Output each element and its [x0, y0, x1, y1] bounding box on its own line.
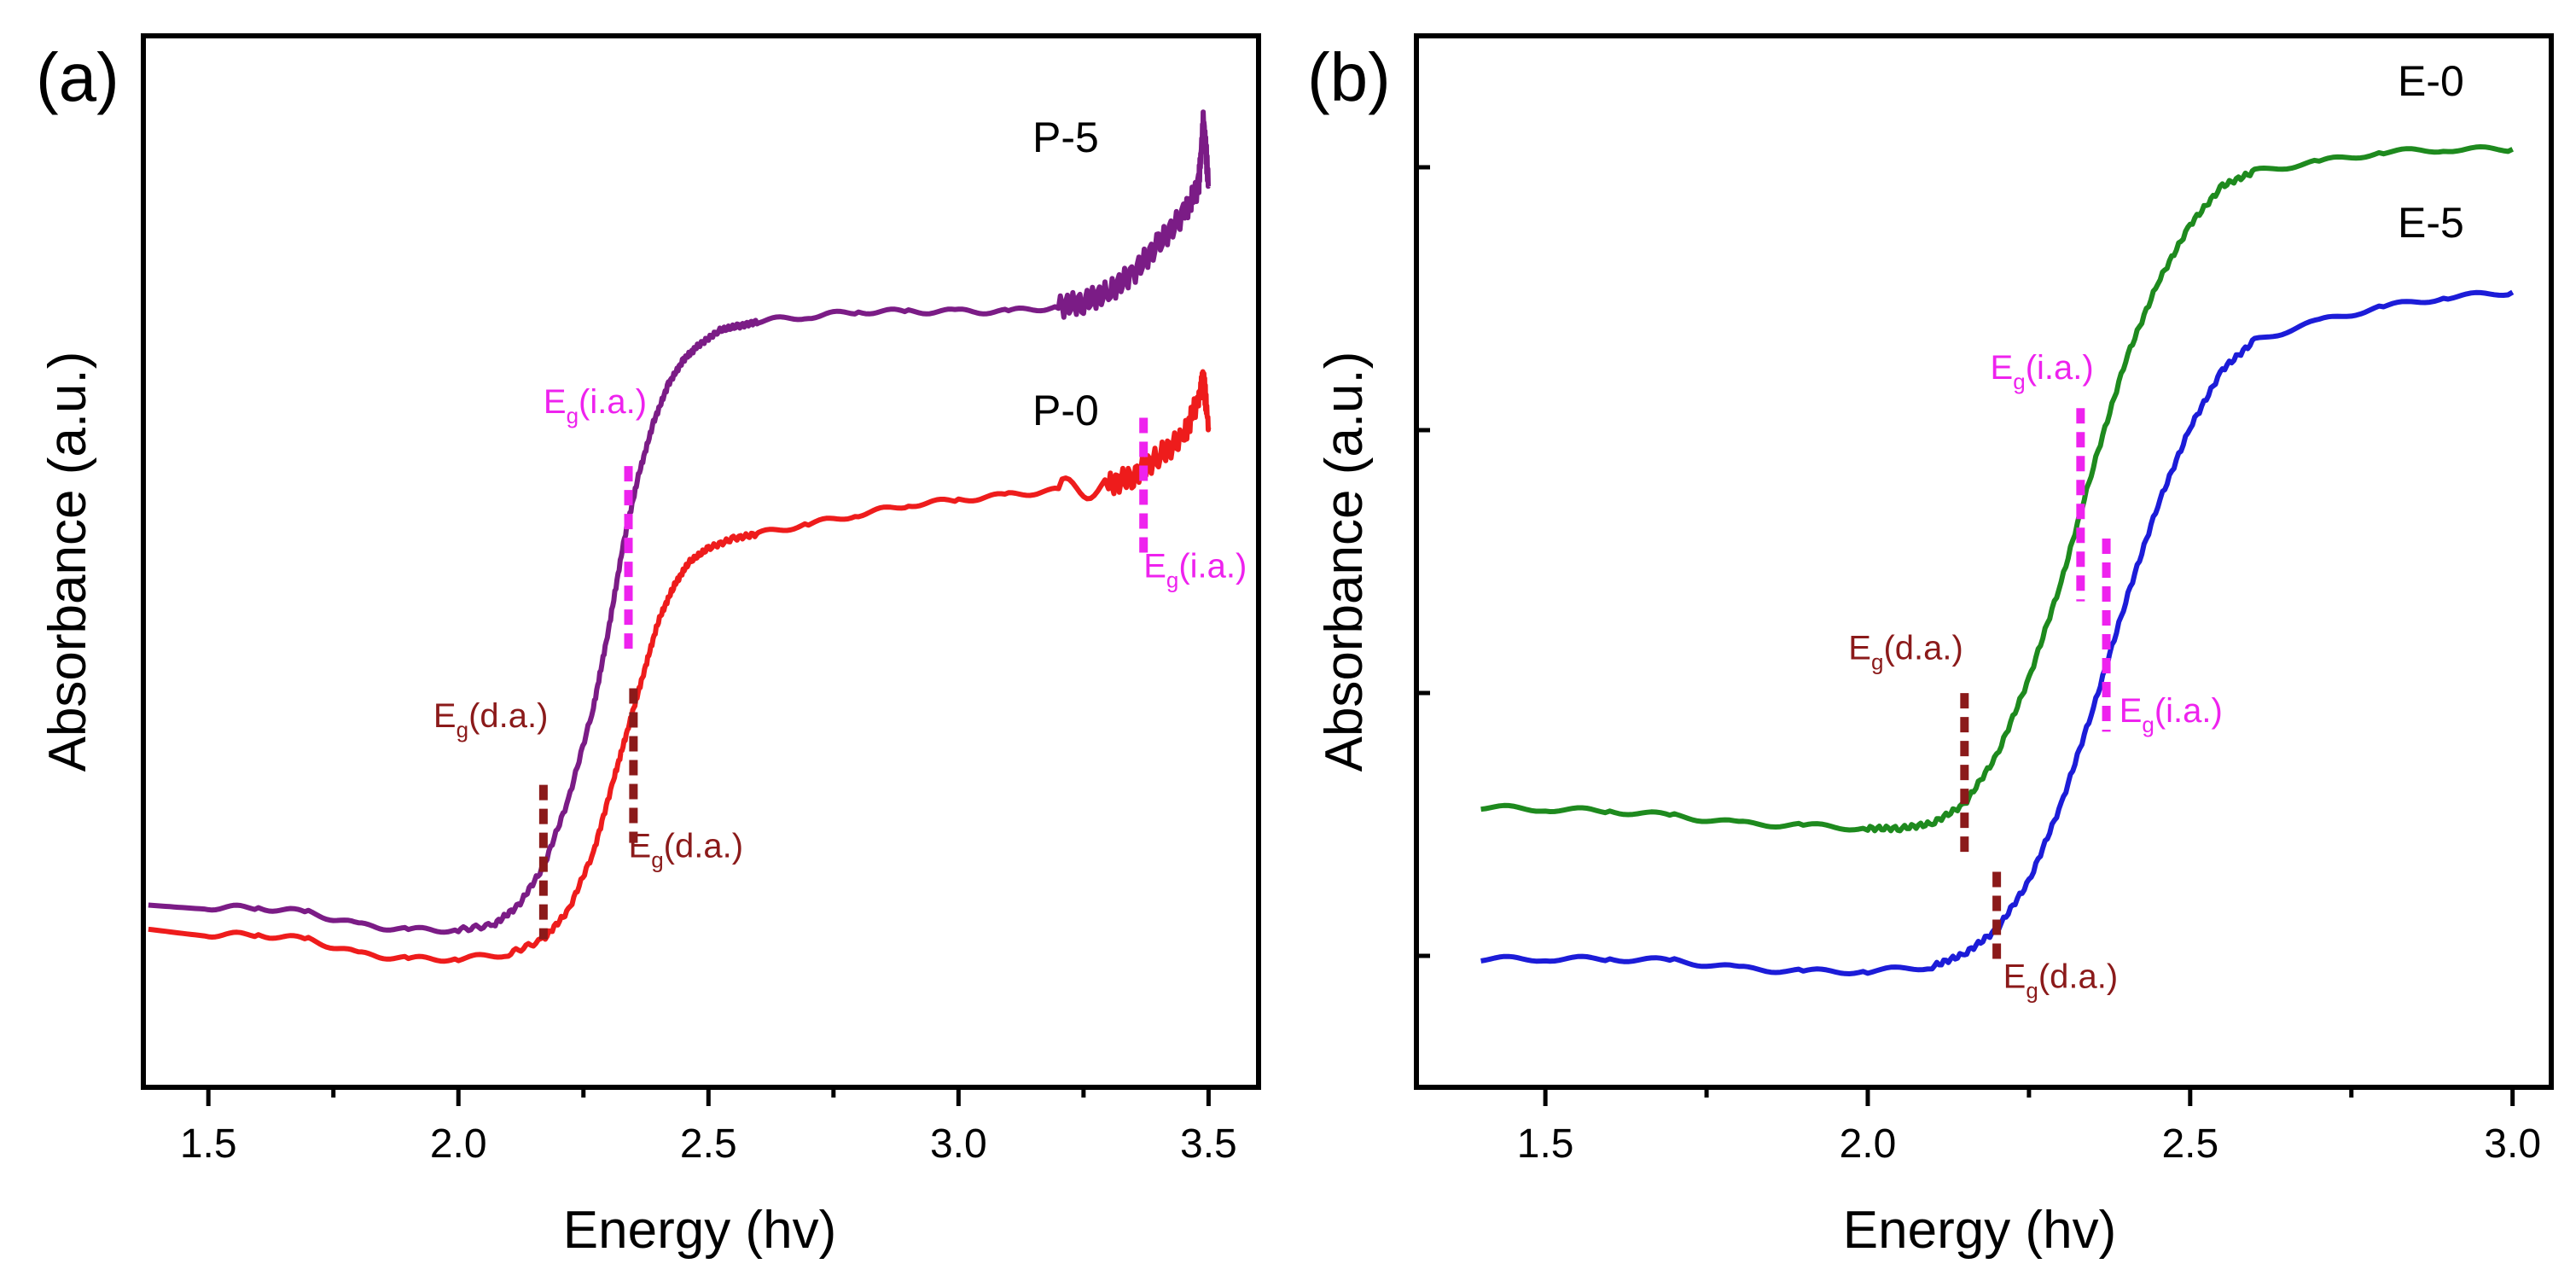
band-gap-annotation: Eg(i.a.)	[544, 383, 647, 428]
x-ticks-a: 1.5 2.0 2.5 3.0 3.5	[180, 1087, 1237, 1167]
band-gap-annotation: Eg(d.a.)	[433, 697, 549, 742]
x-tick-label: 3.0	[930, 1121, 987, 1167]
series-label-E-0: E-0	[2398, 57, 2464, 105]
plot-area-a: P-5 P-0 Eg(i.a.) Eg(i.a.) Eg(d.a.) Eg(d.a.)	[148, 109, 1247, 964]
panel-b: E-0 E-5 Eg(i.a.) Eg(i.a.) Eg(d.a.) Eg(d.a.) 1…	[1307, 33, 2554, 1260]
x-axis-title-b: Energy (hv)	[1843, 1201, 2116, 1260]
x-tick-label: 3.0	[2484, 1121, 2541, 1167]
series-line-E-0	[1480, 144, 2515, 834]
axes-frame-a	[141, 33, 1261, 1090]
x-axis-title-a: Energy (hv)	[563, 1201, 836, 1260]
band-gap-annotation: Eg(d.a.)	[629, 828, 744, 873]
series-line-E-5	[1480, 289, 2515, 976]
x-ticks-b: 1.5 2.0 2.5 3.0	[1416, 165, 2541, 1167]
band-gap-annotation: Eg(i.a.)	[1143, 547, 1247, 592]
x-tick-label: 2.0	[1840, 1121, 1897, 1167]
series-line-P-0	[148, 369, 1212, 964]
series-line-P-5	[148, 109, 1211, 935]
x-tick-label: 1.5	[1517, 1121, 1574, 1167]
axes-frame-b	[1414, 33, 2554, 1090]
band-gap-annotation: Eg(d.a.)	[1848, 630, 1963, 675]
x-tick-label: 2.5	[2161, 1121, 2218, 1167]
series-label-P-0: P-0	[1032, 387, 1099, 434]
y-axis-title-b: Absorbance (a.u.)	[1315, 352, 1374, 772]
plot-area-b: E-0 E-5 Eg(i.a.) Eg(i.a.) Eg(d.a.) Eg(d.a.)	[1480, 57, 2515, 1003]
x-tick-label: 2.0	[430, 1121, 487, 1167]
series-label-E-5: E-5	[2398, 199, 2464, 247]
band-gap-annotation: Eg(i.a.)	[1991, 349, 2094, 394]
series-label-P-5: P-5	[1032, 114, 1099, 161]
panel-label-a: (a)	[36, 39, 119, 115]
x-tick-label: 3.5	[1180, 1121, 1237, 1167]
panel-label-b: (b)	[1307, 39, 1391, 115]
band-gap-annotation: Eg(d.a.)	[2003, 958, 2119, 1003]
x-tick-label: 2.5	[680, 1121, 737, 1167]
band-gap-annotation: Eg(i.a.)	[2120, 692, 2223, 737]
y-axis-title-a: Absorbance (a.u.)	[38, 352, 97, 772]
panel-a: P-5 P-0 Eg(i.a.) Eg(i.a.) Eg(d.a.) Eg(d.a.) 1…	[36, 33, 1261, 1260]
x-tick-label: 1.5	[180, 1121, 237, 1167]
